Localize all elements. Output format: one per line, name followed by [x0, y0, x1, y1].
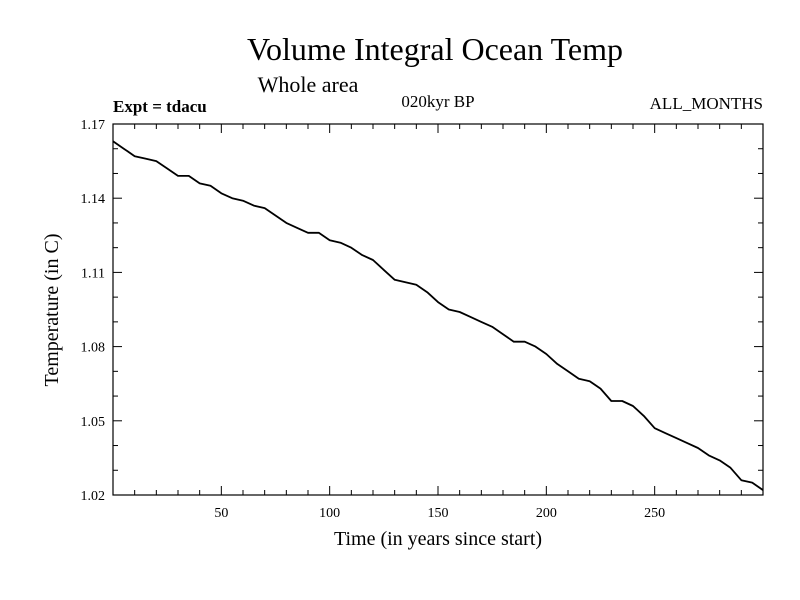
data-point — [437, 301, 439, 303]
x-axis-label: Time (in years since start) — [334, 528, 542, 550]
data-point — [166, 168, 168, 170]
data-point — [491, 326, 493, 328]
data-point — [340, 242, 342, 244]
data-point — [600, 388, 602, 390]
y-axis-label: Temperature (in C) — [41, 234, 63, 387]
temperature-series-line — [112, 140, 764, 491]
chart-subtitle: Whole area — [258, 72, 359, 97]
y-tick-label: 1.05 — [81, 415, 106, 430]
data-point — [231, 197, 233, 199]
data-point — [210, 185, 212, 187]
data-point — [220, 192, 222, 194]
x-tick-label: 50 — [214, 506, 228, 521]
data-point — [556, 363, 558, 365]
data-point — [740, 479, 742, 481]
x-tick-label: 150 — [428, 506, 449, 521]
data-point — [643, 415, 645, 417]
data-point — [730, 467, 732, 469]
y-tick-label: 1.11 — [81, 266, 105, 281]
data-point — [394, 279, 396, 281]
data-point — [632, 405, 634, 407]
data-point — [686, 442, 688, 444]
months-label: ALL_MONTHS — [650, 94, 763, 113]
data-point — [426, 291, 428, 293]
data-point — [524, 341, 526, 343]
data-point — [318, 232, 320, 234]
data-point — [708, 454, 710, 456]
data-point — [361, 254, 363, 256]
y-tick-label: 1.02 — [81, 489, 106, 504]
data-point — [383, 269, 385, 271]
plot-frame — [112, 123, 764, 496]
data-point — [264, 207, 266, 209]
data-point — [470, 316, 472, 318]
data-point — [199, 182, 201, 184]
data-point — [480, 321, 482, 323]
x-tick-label: 250 — [644, 506, 665, 521]
data-point — [665, 432, 667, 434]
data-point — [350, 247, 352, 249]
data-point — [155, 160, 157, 162]
data-point — [654, 427, 656, 429]
data-point — [697, 447, 699, 449]
data-point — [177, 175, 179, 177]
data-point — [123, 148, 125, 150]
period-label: 020kyr BP — [401, 92, 474, 111]
data-point — [621, 400, 623, 402]
data-point — [513, 341, 515, 343]
data-point — [188, 175, 190, 177]
data-point — [675, 437, 677, 439]
data-point — [307, 232, 309, 234]
data-point — [610, 400, 612, 402]
data-point — [134, 155, 136, 157]
y-tick-label: 1.08 — [81, 341, 106, 356]
data-point — [578, 378, 580, 380]
data-point — [253, 205, 255, 207]
data-point — [405, 281, 407, 283]
data-point — [372, 259, 374, 261]
data-point — [242, 200, 244, 202]
data-point — [296, 227, 298, 229]
data-point — [762, 489, 764, 491]
tick-labels: 50 100 150 200 250 1.02 1.05 1.08 1.11 1.14 1.17 — [81, 118, 666, 521]
data-point — [545, 353, 547, 355]
data-point — [459, 311, 461, 313]
series-points — [112, 140, 764, 491]
data-point — [535, 346, 537, 348]
data-point — [329, 239, 331, 241]
data-point — [285, 222, 287, 224]
experiment-label: Expt = tdacu — [113, 97, 207, 116]
data-point — [567, 370, 569, 372]
axis-ticks — [113, 124, 763, 495]
data-point — [751, 482, 753, 484]
data-point — [448, 309, 450, 311]
x-tick-label: 100 — [319, 506, 340, 521]
data-point — [719, 459, 721, 461]
y-tick-label: 1.14 — [81, 192, 106, 207]
data-point — [275, 215, 277, 217]
x-tick-label: 200 — [536, 506, 557, 521]
data-point — [502, 333, 504, 335]
y-tick-label: 1.17 — [81, 118, 106, 133]
data-point — [112, 140, 114, 142]
data-point — [589, 380, 591, 382]
data-point — [415, 284, 417, 286]
data-point — [145, 158, 147, 160]
chart-title: Volume Integral Ocean Temp — [247, 31, 623, 67]
